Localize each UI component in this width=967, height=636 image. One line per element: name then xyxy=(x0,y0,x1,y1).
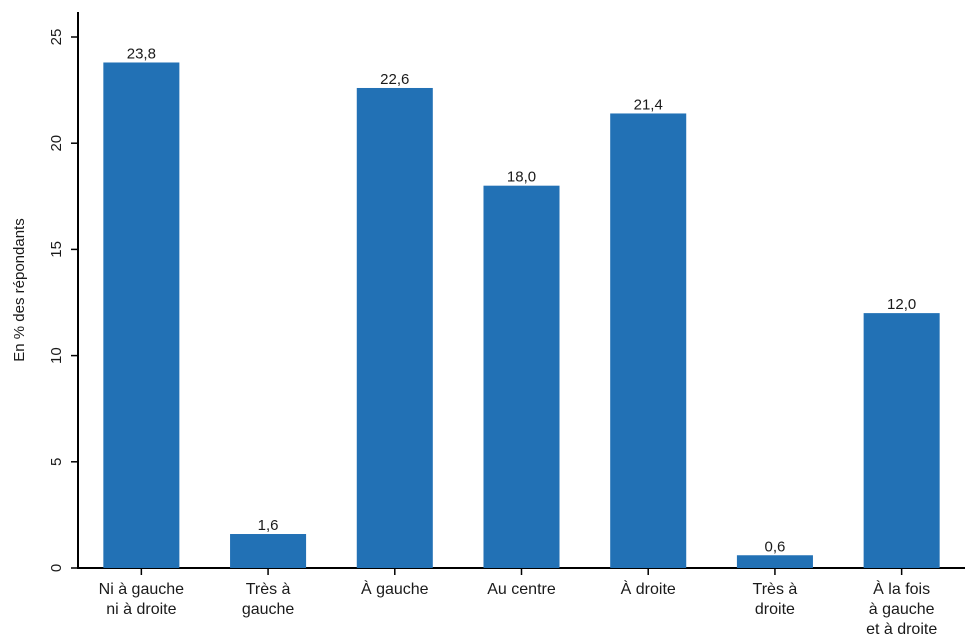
bar xyxy=(736,555,813,568)
category-label: Au centre xyxy=(487,581,556,598)
data-label: 12,0 xyxy=(887,296,916,313)
bar xyxy=(230,534,307,568)
y-tick-label: 0 xyxy=(48,564,65,572)
y-tick-label: 10 xyxy=(48,347,65,364)
y-tick-label: 20 xyxy=(48,135,65,152)
category-label: À gauche xyxy=(361,579,429,598)
category-label: À droite xyxy=(621,579,676,598)
bar xyxy=(103,62,180,568)
data-label: 18,0 xyxy=(507,169,536,186)
category-label: Très à gauche xyxy=(242,581,295,618)
data-label: 22,6 xyxy=(380,71,409,88)
bar xyxy=(610,113,687,569)
labels: 23,8 Ni à gauche ni à droite 1,6 Très à gauch… xyxy=(99,45,938,636)
y-tick-label: 5 xyxy=(48,458,65,466)
category-label: Ni à gauche ni à droite xyxy=(99,581,184,618)
category-label: À la fois à gauche et à droite xyxy=(866,579,937,636)
bars xyxy=(103,62,940,569)
y-tick-label: 15 xyxy=(48,241,65,258)
axes: 0 5 10 15 20 25 xyxy=(48,12,965,575)
category-label: Très à droite xyxy=(753,581,798,618)
data-label: 21,4 xyxy=(634,96,663,113)
data-label: 1,6 xyxy=(258,517,279,534)
data-label: 23,8 xyxy=(127,45,156,62)
bar xyxy=(863,313,940,568)
y-axis-title: En % des répondants xyxy=(11,218,28,361)
bar xyxy=(483,185,560,568)
bar xyxy=(356,87,433,568)
y-tick-label: 25 xyxy=(48,29,65,46)
data-label: 0,6 xyxy=(764,538,785,555)
